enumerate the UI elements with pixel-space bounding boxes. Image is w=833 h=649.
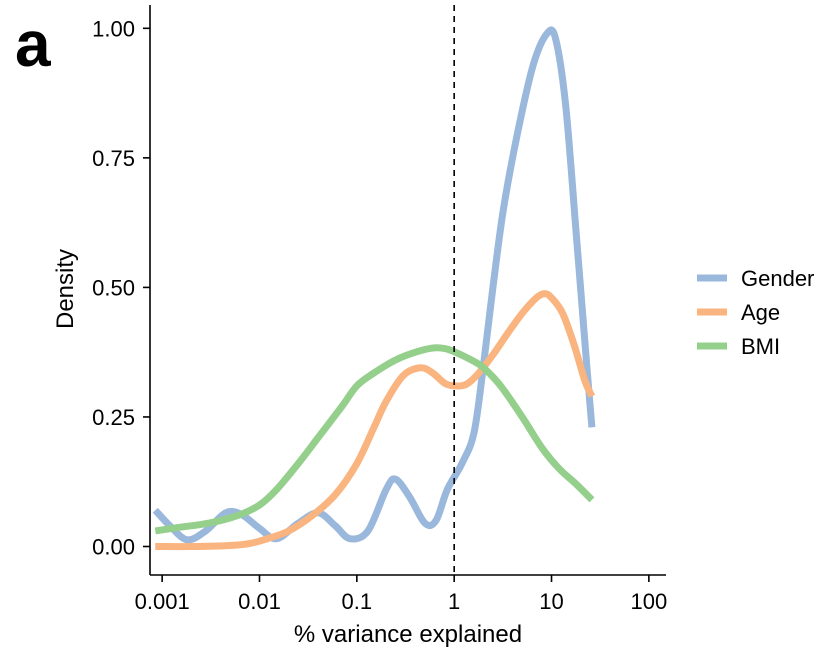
panel-label: a <box>15 8 51 80</box>
y-tick-label: 0.50 <box>92 275 135 300</box>
y-axis-title: Density <box>52 249 79 329</box>
legend-label-bmi: BMI <box>741 334 780 359</box>
plot-area <box>152 26 596 551</box>
legend-label-gender: Gender <box>741 266 814 291</box>
x-tick-label: 10 <box>539 589 563 614</box>
y-tick-label: 0.75 <box>92 146 135 171</box>
series-line-age <box>155 290 596 551</box>
y-tick-label: 0.25 <box>92 405 135 430</box>
legend-label-age: Age <box>741 300 780 325</box>
series-line-bmi <box>154 344 595 535</box>
axes <box>149 5 666 576</box>
x-ticks: 0.001 0.01 0.1 1 10 100 <box>135 575 668 614</box>
x-tick-label: 0.1 <box>342 589 373 614</box>
series-line-gender <box>152 26 596 544</box>
legend: Gender Age BMI <box>697 266 814 359</box>
x-tick-label: 100 <box>631 589 668 614</box>
x-tick-label: 0.01 <box>238 589 281 614</box>
y-tick-label: 0.00 <box>92 535 135 560</box>
y-tick-label: 1.00 <box>92 16 135 41</box>
x-axis-title: % variance explained <box>294 621 522 648</box>
x-tick-label: 0.001 <box>135 589 190 614</box>
x-tick-label: 1 <box>448 589 460 614</box>
y-ticks: 0.00 0.25 0.50 0.75 1.00 <box>92 16 150 560</box>
